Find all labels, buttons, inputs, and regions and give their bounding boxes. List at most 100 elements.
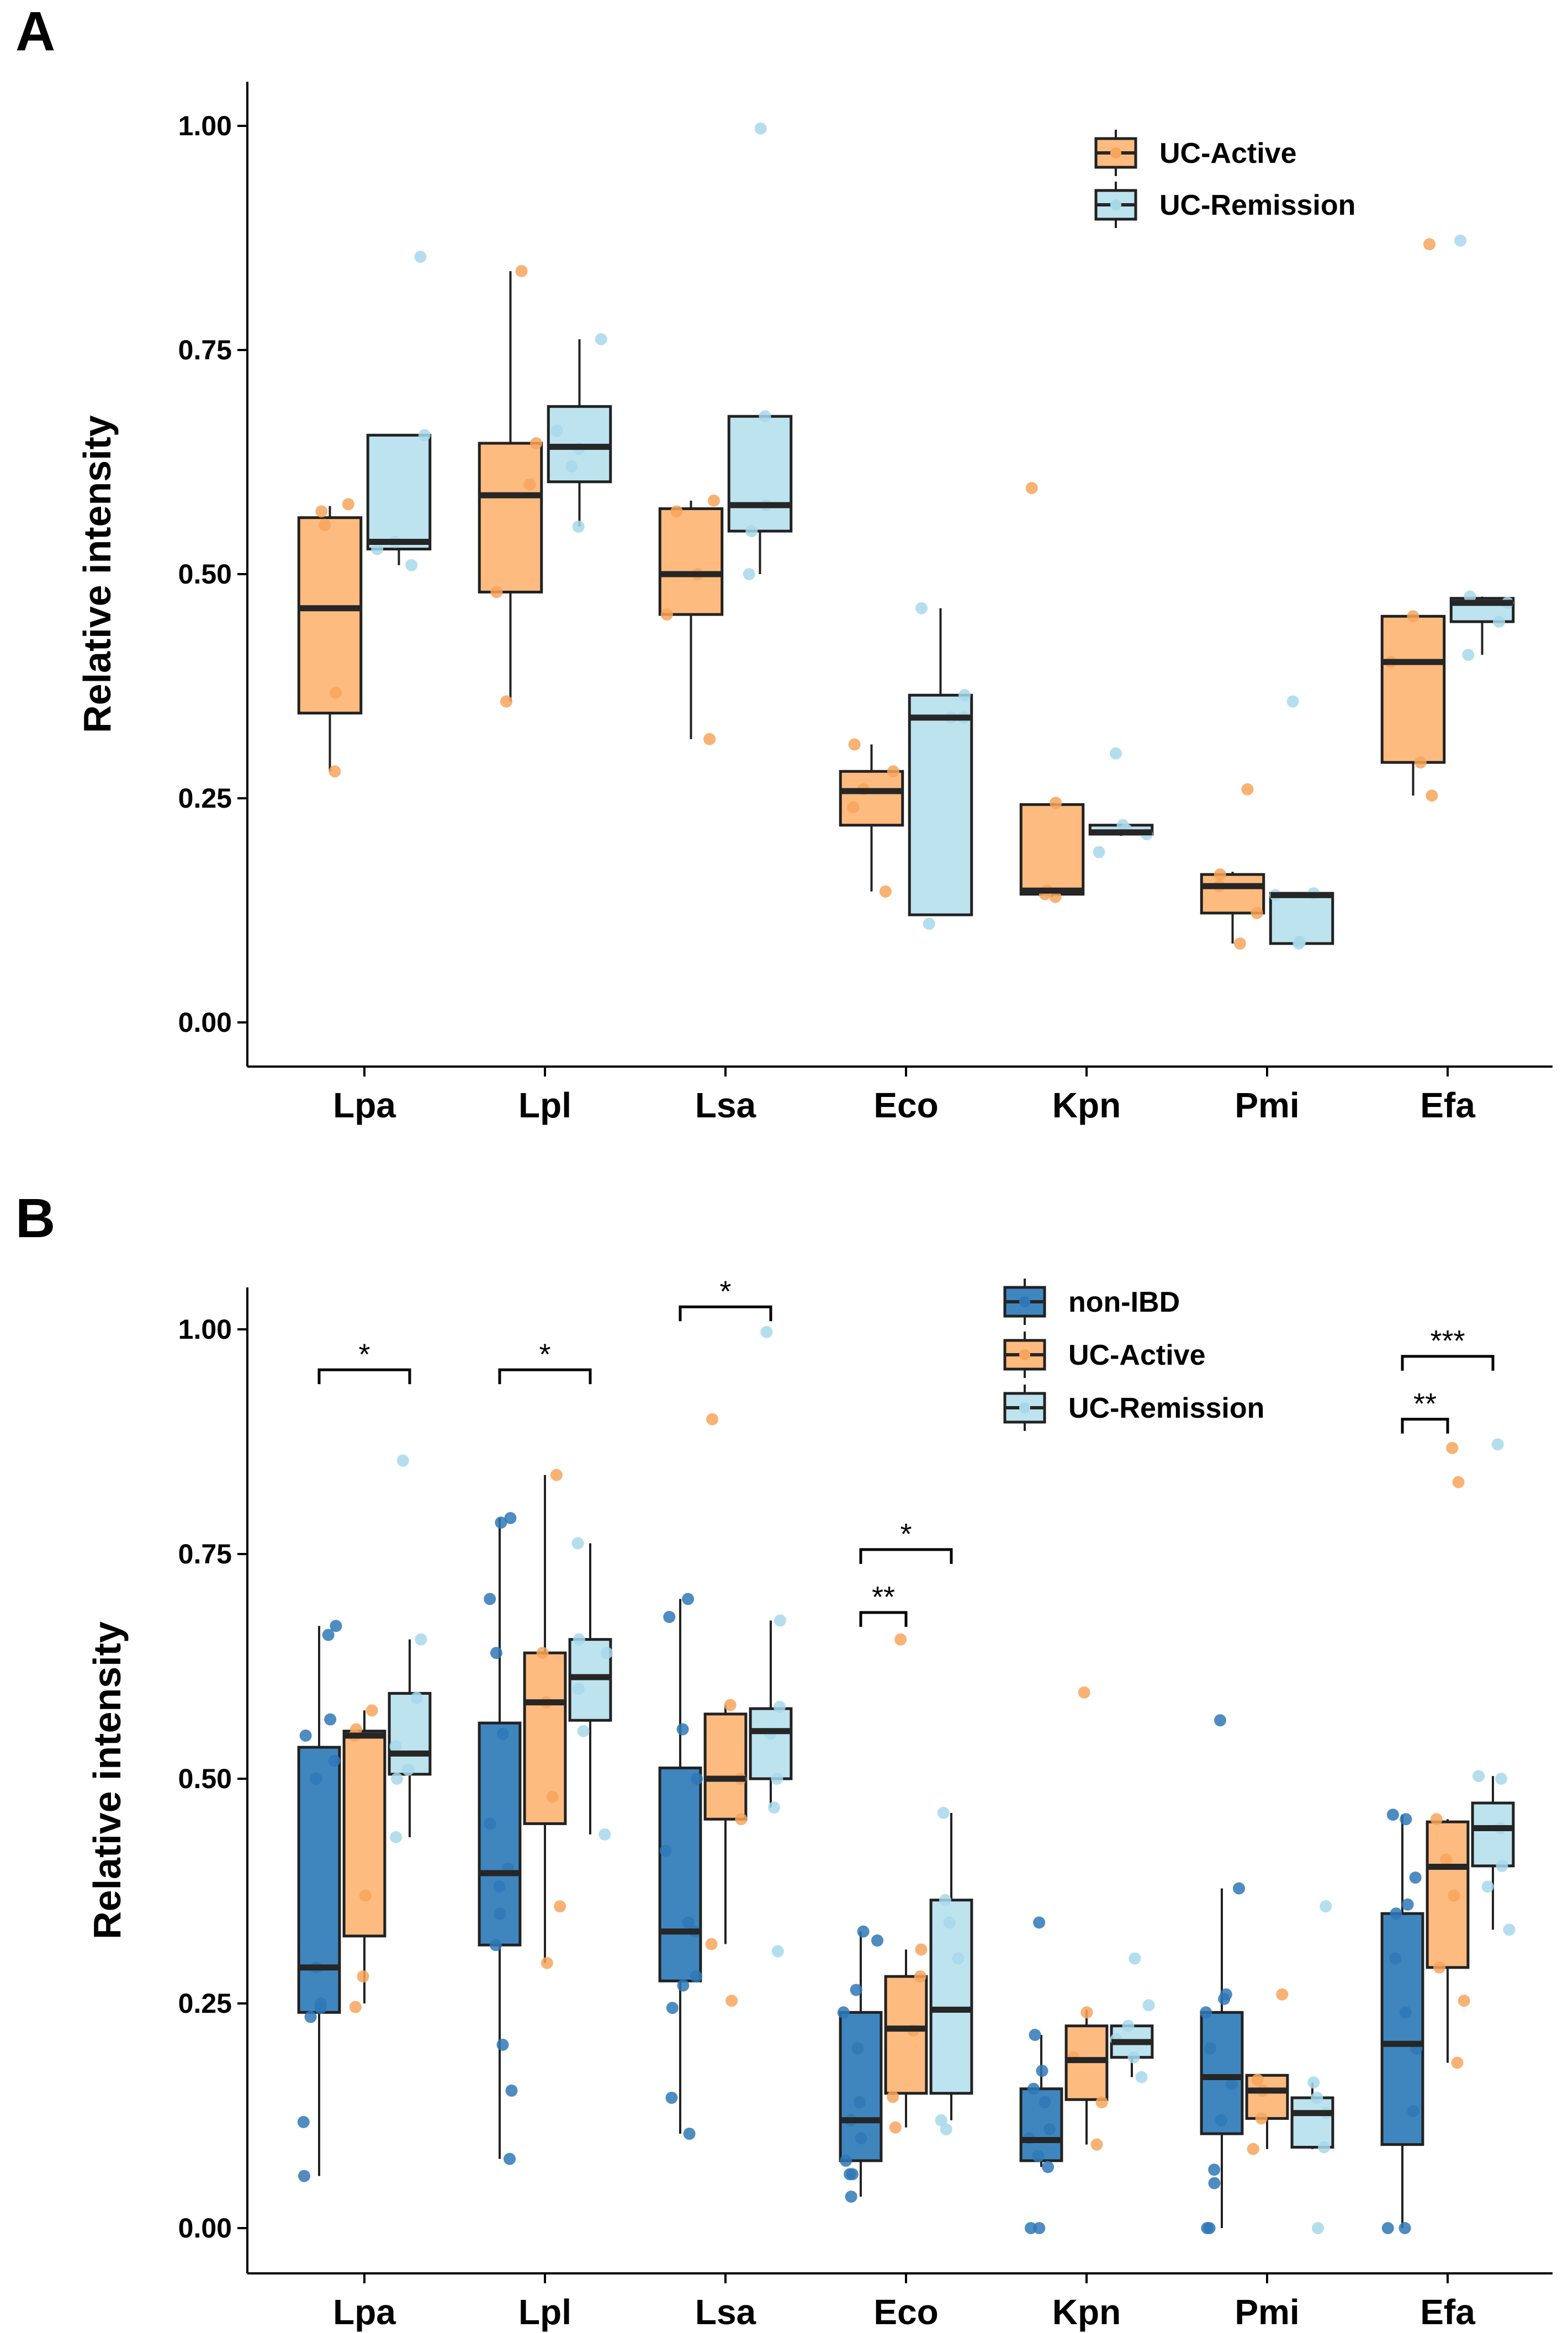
- data-point: [1493, 616, 1506, 628]
- y-axis-title: Relative intensity: [76, 415, 119, 733]
- y-tick-label: 0.50: [178, 1763, 232, 1794]
- data-point: [1446, 1441, 1459, 1454]
- data-point: [484, 1817, 496, 1830]
- data-point: [396, 1454, 409, 1467]
- y-tick-label: 1.00: [178, 110, 232, 141]
- data-point: [1233, 1882, 1246, 1895]
- data-point: [551, 425, 564, 437]
- significance-label: *: [719, 1275, 731, 1308]
- data-point: [857, 1925, 870, 1938]
- legend-label: non-IBD: [1068, 1286, 1180, 1318]
- data-point: [1462, 649, 1475, 661]
- x-tick-label: Lpl: [518, 2292, 571, 2332]
- data-point: [1093, 846, 1105, 858]
- data-point: [494, 1907, 506, 1920]
- data-point: [855, 2132, 867, 2145]
- data-point: [1029, 2028, 1041, 2041]
- data-point: [1399, 2222, 1411, 2234]
- data-point: [1311, 2091, 1323, 2104]
- data-point: [943, 1916, 956, 1929]
- data-point: [706, 1413, 719, 1425]
- data-point: [541, 1956, 553, 1969]
- data-point: [1426, 789, 1438, 802]
- data-point: [846, 2168, 859, 2181]
- data-point: [1215, 2114, 1227, 2127]
- data-point: [1458, 1995, 1470, 2007]
- data-point: [505, 2084, 518, 2097]
- x-tick-label: Pmi: [1235, 2292, 1299, 2332]
- data-point: [500, 695, 513, 708]
- data-point: [1390, 1907, 1402, 1920]
- data-point: [1407, 610, 1419, 623]
- data-point: [1080, 2006, 1093, 2019]
- data-point: [389, 1740, 402, 1753]
- data-point: [1294, 935, 1306, 948]
- significance-label: *: [900, 1518, 912, 1551]
- data-point: [1225, 2078, 1238, 2091]
- legend-key-point: [1110, 147, 1121, 158]
- data-point: [304, 2011, 317, 2023]
- data-point: [887, 765, 899, 778]
- legend-label: UC-Active: [1159, 137, 1297, 169]
- box-uc_remission: [749, 1707, 793, 1780]
- data-point: [851, 2042, 864, 2055]
- significance-label: *: [358, 1338, 370, 1371]
- data-point: [915, 1943, 928, 1956]
- data-point: [1109, 747, 1122, 760]
- y-tick-label: 0.50: [178, 559, 232, 590]
- data-point: [845, 2191, 857, 2203]
- y-tick-label: 0.00: [178, 1007, 232, 1038]
- data-point: [1241, 783, 1254, 796]
- data-point: [493, 1880, 506, 1893]
- data-point: [771, 1773, 783, 1785]
- data-point: [745, 525, 758, 538]
- x-tick-label: Efa: [1420, 2292, 1475, 2332]
- data-point: [1320, 1900, 1332, 1913]
- data-point: [676, 1723, 689, 1736]
- data-point: [914, 1970, 926, 1983]
- box-uc_active: [478, 442, 543, 593]
- data-point: [1027, 2082, 1040, 2095]
- box-uc_active: [1019, 803, 1085, 896]
- data-point: [670, 505, 683, 518]
- data-point: [565, 460, 578, 473]
- x-tick-label: Lpa: [333, 1085, 396, 1125]
- legend-key-point: [1019, 1296, 1030, 1307]
- x-tick-label: Lpl: [518, 1085, 571, 1125]
- data-point: [1204, 2042, 1217, 2055]
- data-point: [1214, 868, 1226, 881]
- data-point: [1401, 1898, 1414, 1911]
- data-point: [759, 410, 771, 423]
- box-uc_active: [839, 770, 904, 827]
- data-point: [572, 1683, 585, 1695]
- data-point: [573, 1633, 585, 1646]
- box-uc_remission: [908, 693, 973, 916]
- data-point: [894, 1633, 907, 1646]
- data-point: [1122, 2019, 1135, 2032]
- data-point: [405, 559, 418, 571]
- data-point: [1400, 1813, 1412, 1826]
- data-point: [939, 1894, 951, 1906]
- data-point: [666, 2002, 679, 2014]
- data-point: [1448, 1889, 1460, 1902]
- box-uc_active: [703, 1712, 748, 1821]
- data-point: [329, 765, 341, 778]
- data-point: [660, 608, 673, 621]
- y-tick-label: 0.25: [178, 1988, 232, 2019]
- data-point: [577, 1725, 590, 1737]
- data-point: [1454, 234, 1467, 247]
- y-axis-title: Relative intensity: [86, 1621, 129, 1939]
- data-point: [1276, 1988, 1289, 2001]
- data-point: [1043, 2123, 1056, 2135]
- data-point: [1135, 2071, 1148, 2083]
- significance-bracket: [317, 1368, 411, 1385]
- data-point: [677, 1979, 690, 1992]
- data-point: [1399, 2006, 1412, 2019]
- data-point: [774, 1614, 787, 1627]
- data-point: [1078, 1686, 1090, 1699]
- data-point: [297, 2115, 310, 2128]
- data-point: [682, 1593, 695, 1605]
- data-point: [958, 689, 971, 702]
- data-point: [889, 2121, 902, 2134]
- data-point: [1307, 2076, 1320, 2089]
